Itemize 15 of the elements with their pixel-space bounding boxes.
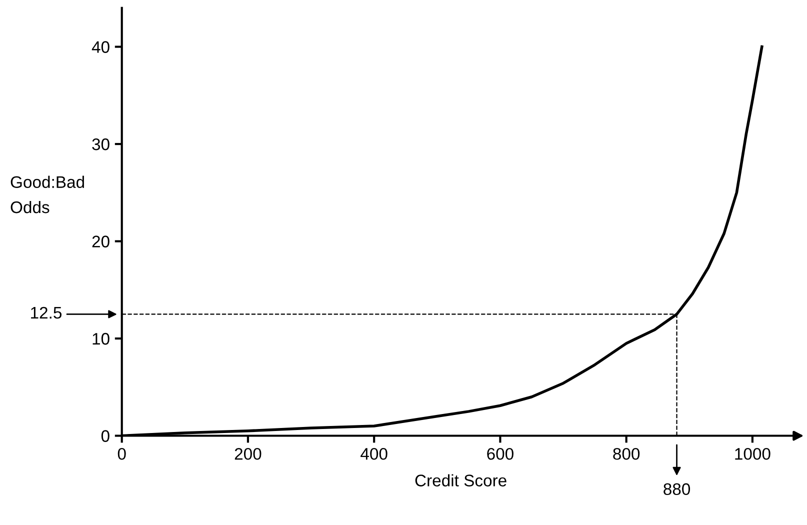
y-tick-label: 40 — [92, 41, 110, 53]
y-axis-title: Good:Bad Odds — [10, 176, 84, 214]
x-axis-title: Credit Score — [415, 474, 506, 486]
x-tick-label: 800 — [613, 448, 640, 460]
y-tick-label: 0 — [101, 430, 110, 442]
y-tick-label: 30 — [92, 138, 110, 150]
x-tick-label: 0 — [118, 448, 126, 460]
ref-line-label: 880 — [664, 483, 690, 496]
y-tick-label: 10 — [92, 332, 110, 345]
x-tick-label: 200 — [234, 448, 262, 460]
x-tick-label: 1000 — [735, 448, 770, 460]
x-tick-label: 600 — [487, 448, 514, 460]
y-tick-label: 20 — [92, 236, 110, 248]
ref-line-label: 12.5 — [31, 306, 62, 319]
x-tick-label: 400 — [360, 448, 388, 460]
